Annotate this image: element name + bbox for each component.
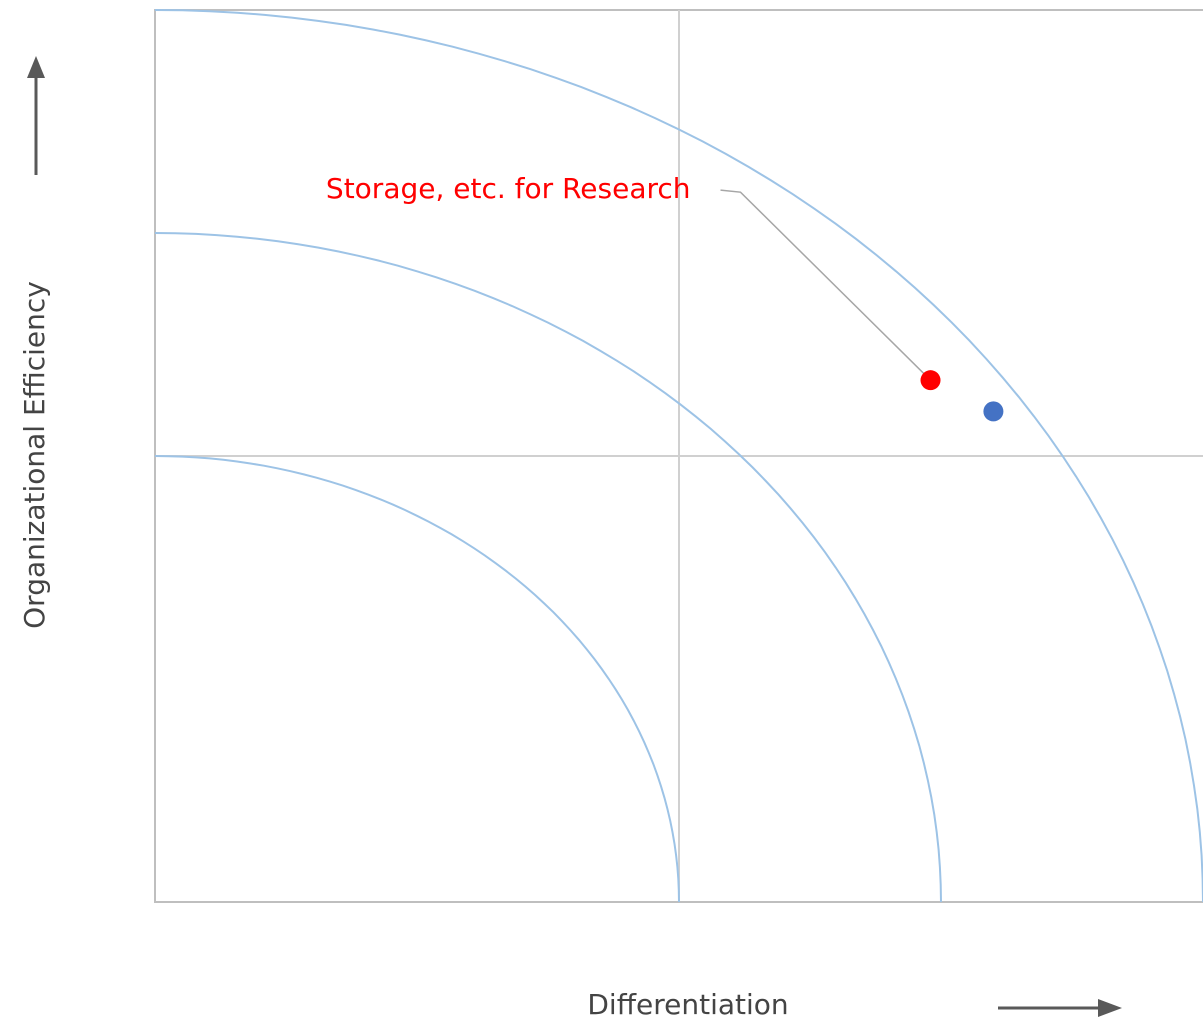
y-axis-label: Organizational Efficiency (18, 281, 51, 629)
x-arrow-head (1098, 999, 1122, 1017)
frontier-curve (154, 455, 680, 903)
annotation: Storage, etc. for Research (326, 172, 691, 205)
frontier-curve (154, 232, 942, 903)
point (920, 370, 941, 391)
frontier-curve (154, 9, 1203, 903)
leader-line (720, 189, 932, 381)
x-axis-label: Differentiation (587, 988, 788, 1021)
point (983, 401, 1004, 422)
y-arrow-head (27, 56, 45, 78)
